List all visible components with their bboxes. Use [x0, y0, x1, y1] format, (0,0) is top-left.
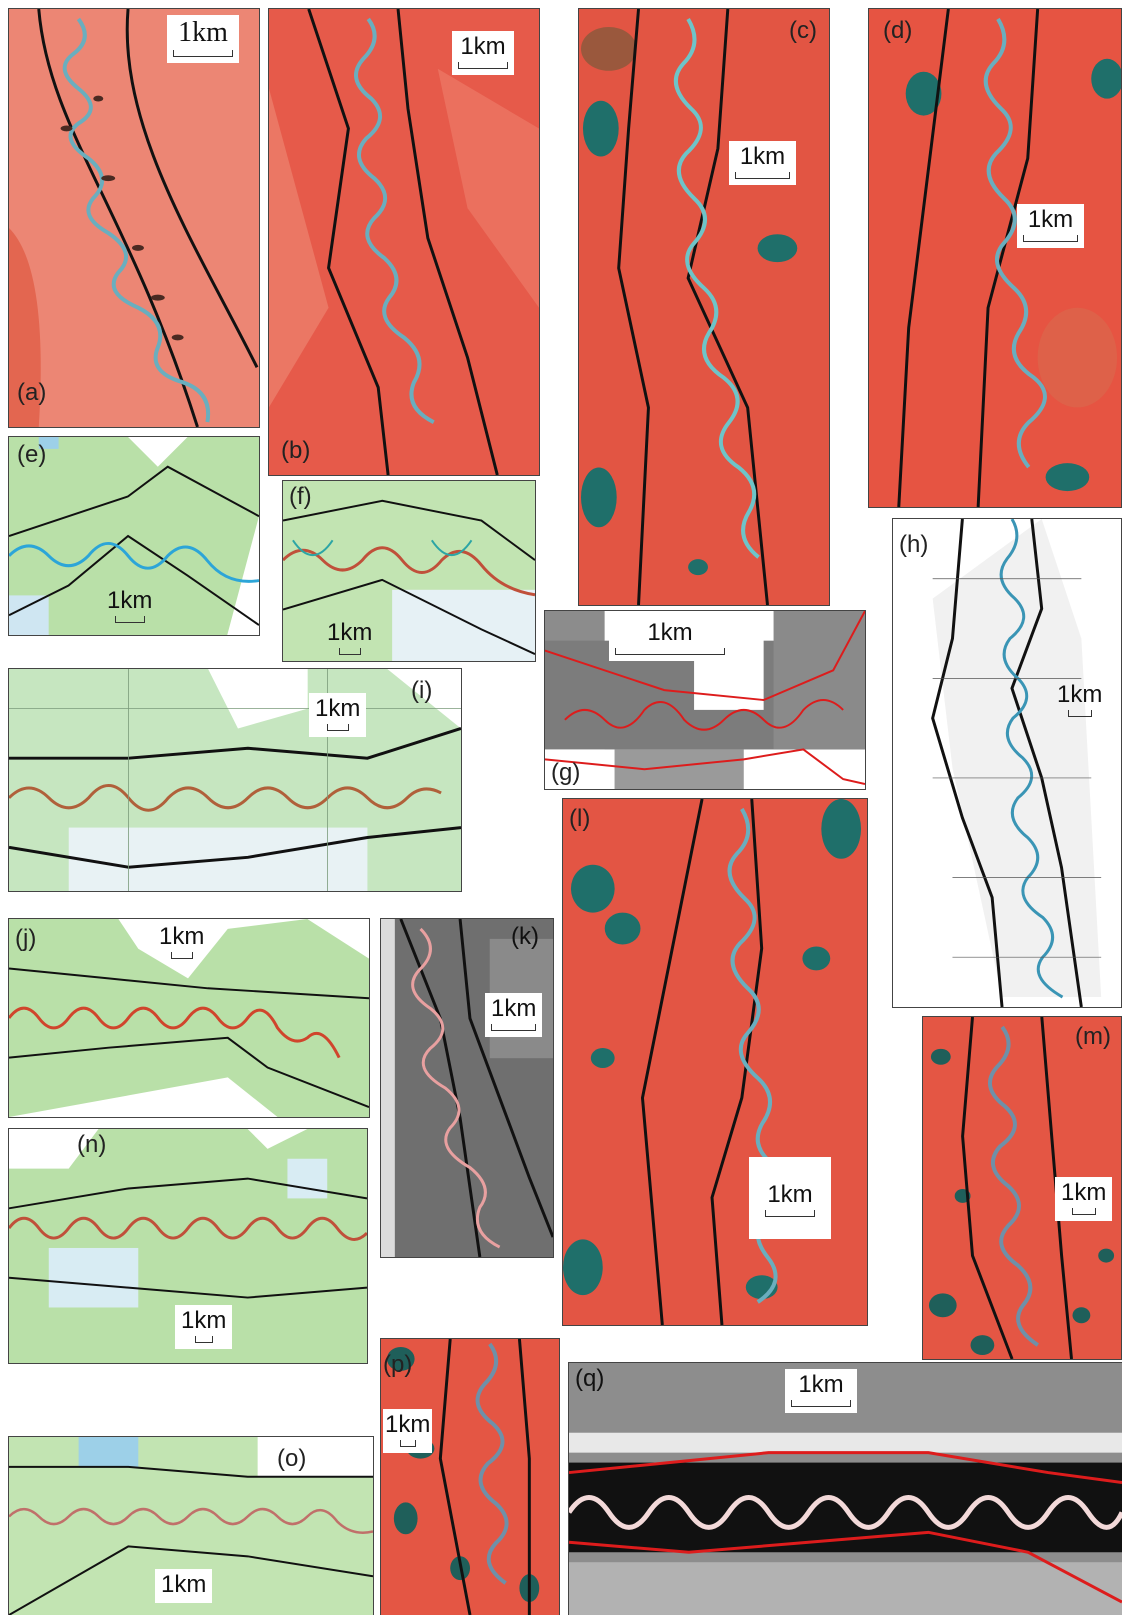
scale-line-g: [615, 648, 725, 655]
scale-bar-f: 1km: [321, 617, 378, 661]
map-h: [893, 519, 1121, 1007]
airphoto-q: [569, 1363, 1122, 1615]
panel-label-h: (h): [899, 531, 929, 558]
topo-map-o: [9, 1437, 373, 1615]
scale-bar-m: 1km: [1055, 1177, 1113, 1221]
topo-map-e: [9, 437, 259, 635]
scale-label-m: 1km: [1061, 1179, 1107, 1206]
panel-n: 1km (n): [8, 1128, 368, 1364]
panel-a: 1km (a): [8, 8, 260, 428]
satellite-image-p: [381, 1339, 559, 1615]
scale-bar-e: 1km: [101, 585, 158, 629]
scale-line-f: [338, 648, 361, 655]
scale-bar-d: 1km: [1017, 204, 1084, 248]
scale-label-j: 1km: [159, 923, 205, 950]
scale-bar-g: 1km: [609, 617, 731, 661]
satellite-image-d: [869, 9, 1121, 507]
panel-g: 1km (g): [544, 610, 866, 790]
scale-label-k: 1km: [491, 995, 537, 1022]
scale-bar-q: 1km: [785, 1369, 857, 1413]
airphoto-k: [381, 919, 553, 1257]
scale-line-i: [326, 724, 349, 731]
panel-label-a: (a): [17, 379, 47, 406]
scale-bar-p: 1km: [383, 1409, 433, 1453]
scale-label-h: 1km: [1057, 681, 1103, 708]
scale-label-g: 1km: [647, 619, 693, 646]
scale-bar-a: 1km: [167, 15, 239, 63]
panel-l: 1km (l): [562, 798, 868, 1326]
panel-o: 1km (o): [8, 1436, 374, 1615]
panel-label-f: (f): [289, 483, 312, 510]
scale-bar-l: 1km: [749, 1157, 831, 1239]
scale-bar-c: 1km: [729, 141, 796, 185]
panel-j: 1km (j): [8, 918, 370, 1118]
scale-line-n: [194, 1336, 213, 1343]
scale-bar-b: 1km: [452, 31, 514, 75]
scale-bar-j: 1km: [153, 921, 210, 965]
scale-line-c: [735, 172, 790, 179]
panel-label-m: (m): [1075, 1023, 1111, 1050]
panel-label-g: (g): [551, 759, 581, 786]
panel-label-j: (j): [15, 925, 37, 952]
panel-q: 1km (q): [568, 1362, 1122, 1615]
panel-label-k: (k): [511, 923, 539, 950]
satellite-image-l: [563, 799, 867, 1325]
scale-bar-h: 1km: [1051, 679, 1108, 723]
scale-label-c: 1km: [739, 143, 786, 170]
panel-label-c: (c): [789, 17, 817, 44]
topo-map-i: [9, 669, 461, 891]
scale-line-j: [170, 952, 193, 959]
scale-label-n: 1km: [181, 1307, 227, 1334]
scale-label-p: 1km: [385, 1411, 431, 1438]
satellite-image-c: [579, 9, 829, 605]
panel-c: 1km (c): [578, 8, 830, 606]
scale-label-f: 1km: [327, 619, 373, 646]
scale-line-q: [791, 1400, 851, 1407]
scale-label-a: 1km: [178, 17, 228, 48]
scale-label-e: 1km: [107, 587, 153, 614]
panel-m: 1km (m): [922, 1016, 1122, 1360]
satellite-image-b: [269, 9, 539, 475]
panel-label-p: (p): [383, 1351, 413, 1378]
panel-label-n: (n): [77, 1131, 107, 1158]
panel-label-i: (i): [411, 677, 433, 704]
scale-line-p: [399, 1440, 416, 1447]
scale-label-i: 1km: [315, 695, 361, 722]
scale-label-o: 1km: [161, 1571, 207, 1598]
panel-e: 1km (e): [8, 436, 260, 636]
scale-line-h: [1067, 710, 1092, 717]
panel-b: 1km (b): [268, 8, 540, 476]
panel-d: 1km (d): [868, 8, 1122, 508]
panel-k: 1km (k): [380, 918, 554, 1258]
panel-i: 1km (i): [8, 668, 462, 892]
topo-map-f: [283, 481, 535, 661]
scale-label-b: 1km: [460, 33, 506, 60]
satellite-image-a: [9, 9, 259, 427]
topo-map-j: [9, 919, 369, 1117]
panel-label-d: (d): [883, 17, 913, 44]
scale-line-d: [1023, 235, 1078, 242]
topo-map-n: [9, 1129, 367, 1363]
panel-label-q: (q): [575, 1365, 605, 1392]
panel-h: 1km (h): [892, 518, 1122, 1008]
scale-line-a: [173, 50, 233, 57]
scale-line-k: [491, 1024, 537, 1031]
panel-label-e: (e): [17, 441, 47, 468]
scale-bar-n: 1km: [175, 1305, 233, 1349]
panel-f: 1km (f): [282, 480, 536, 662]
scale-line-m: [1071, 1208, 1096, 1215]
scale-line-l: [765, 1210, 815, 1217]
scale-label-q: 1km: [798, 1371, 844, 1398]
panel-label-b: (b): [281, 437, 311, 464]
panel-label-l: (l): [569, 805, 591, 832]
panel-label-o: (o): [277, 1445, 307, 1472]
scale-bar-k: 1km: [485, 993, 543, 1037]
scale-bar-i: 1km: [309, 693, 367, 737]
scale-line-b: [458, 62, 508, 69]
scale-label-d: 1km: [1027, 206, 1074, 233]
scale-bar-o: 1km: [155, 1569, 213, 1603]
scale-label-l: 1km: [767, 1181, 813, 1208]
panel-p: 1km (p): [380, 1338, 560, 1615]
scale-line-e: [114, 616, 145, 623]
